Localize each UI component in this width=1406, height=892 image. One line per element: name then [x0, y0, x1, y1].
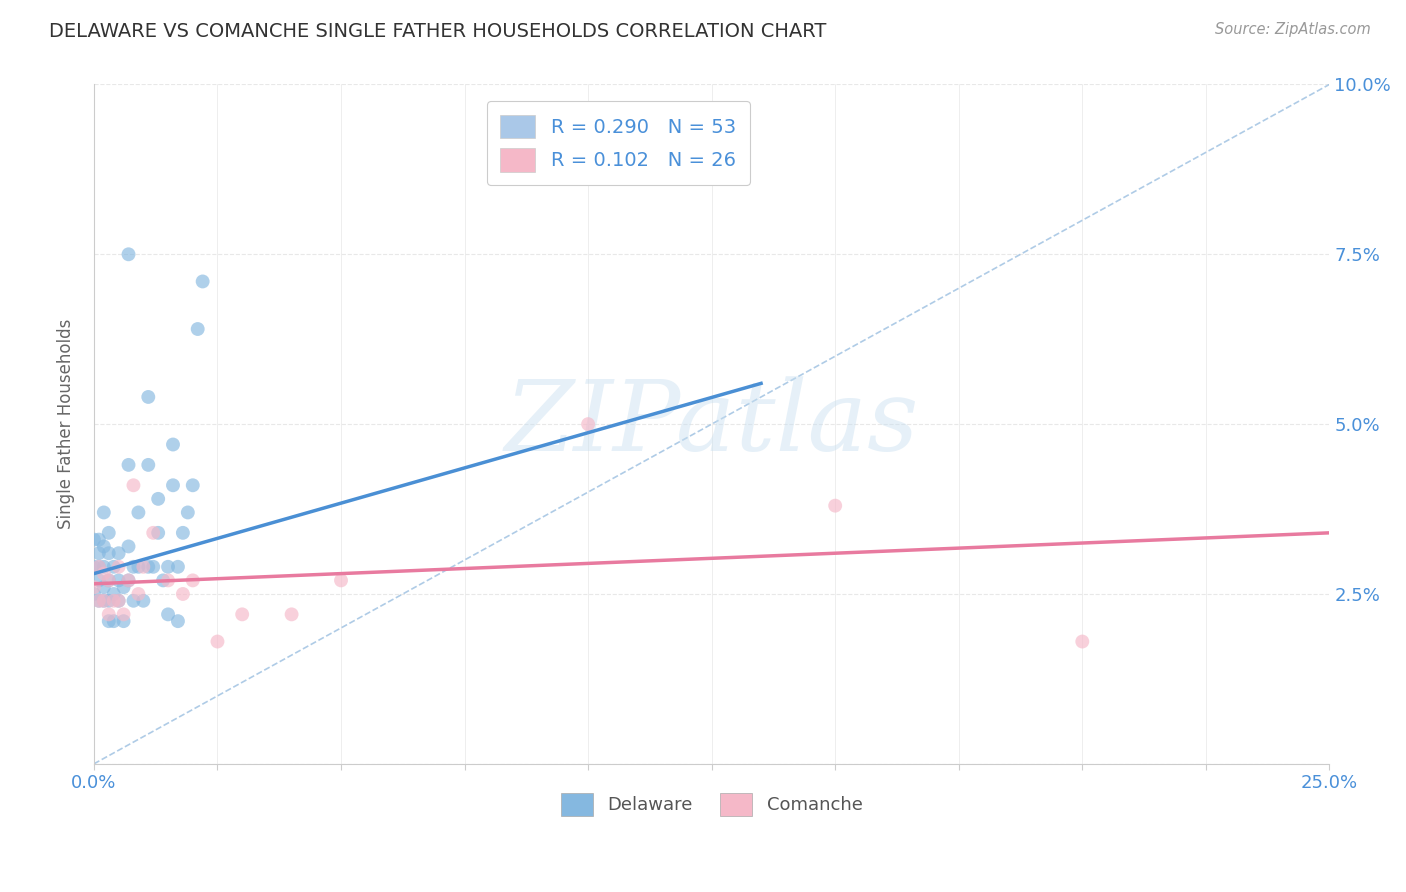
Point — [93, 540, 115, 554]
Point — [117, 574, 139, 588]
Point — [87, 533, 110, 547]
Point — [122, 559, 145, 574]
Point — [93, 505, 115, 519]
Point — [87, 546, 110, 560]
Point — [157, 559, 180, 574]
Point — [117, 540, 139, 554]
Point — [93, 580, 115, 594]
Point — [107, 559, 129, 574]
Point — [83, 533, 105, 547]
Point — [191, 275, 214, 289]
Point — [83, 580, 105, 594]
Point — [97, 574, 120, 588]
Point — [83, 587, 105, 601]
Point — [231, 607, 253, 622]
Point — [576, 417, 599, 431]
Point — [122, 478, 145, 492]
Point — [146, 525, 169, 540]
Point — [103, 587, 125, 601]
Point — [824, 499, 846, 513]
Point — [136, 390, 159, 404]
Point — [132, 559, 155, 574]
Point — [162, 437, 184, 451]
Point — [87, 559, 110, 574]
Point — [127, 505, 149, 519]
Point — [181, 478, 204, 492]
Text: ZIPatlas: ZIPatlas — [505, 376, 920, 472]
Point — [181, 574, 204, 588]
Point — [83, 559, 105, 574]
Point — [167, 614, 190, 628]
Point — [103, 614, 125, 628]
Point — [112, 614, 135, 628]
Point — [167, 559, 190, 574]
Point — [122, 594, 145, 608]
Legend: Delaware, Comanche: Delaware, Comanche — [554, 786, 870, 822]
Point — [146, 491, 169, 506]
Point — [107, 594, 129, 608]
Point — [87, 594, 110, 608]
Point — [97, 546, 120, 560]
Point — [172, 525, 194, 540]
Point — [142, 559, 165, 574]
Point — [1071, 634, 1094, 648]
Point — [107, 574, 129, 588]
Point — [97, 614, 120, 628]
Point — [93, 566, 115, 581]
Point — [107, 546, 129, 560]
Point — [157, 574, 180, 588]
Point — [107, 594, 129, 608]
Point — [177, 505, 200, 519]
Point — [207, 634, 229, 648]
Point — [93, 594, 115, 608]
Point — [142, 525, 165, 540]
Point — [117, 574, 139, 588]
Point — [127, 559, 149, 574]
Point — [112, 580, 135, 594]
Point — [127, 587, 149, 601]
Point — [132, 594, 155, 608]
Point — [97, 525, 120, 540]
Point — [97, 594, 120, 608]
Point — [87, 559, 110, 574]
Point — [172, 587, 194, 601]
Point — [87, 594, 110, 608]
Point — [162, 478, 184, 492]
Text: Source: ZipAtlas.com: Source: ZipAtlas.com — [1215, 22, 1371, 37]
Point — [280, 607, 302, 622]
Point — [97, 574, 120, 588]
Point — [136, 559, 159, 574]
Point — [152, 574, 174, 588]
Point — [93, 559, 115, 574]
Point — [93, 594, 115, 608]
Point — [136, 458, 159, 472]
Y-axis label: Single Father Households: Single Father Households — [58, 319, 75, 529]
Text: DELAWARE VS COMANCHE SINGLE FATHER HOUSEHOLDS CORRELATION CHART: DELAWARE VS COMANCHE SINGLE FATHER HOUSE… — [49, 22, 827, 41]
Point — [103, 559, 125, 574]
Point — [103, 594, 125, 608]
Point — [187, 322, 209, 336]
Point — [87, 574, 110, 588]
Point — [157, 607, 180, 622]
Point — [117, 458, 139, 472]
Point — [97, 607, 120, 622]
Point — [112, 607, 135, 622]
Point — [117, 247, 139, 261]
Point — [330, 574, 353, 588]
